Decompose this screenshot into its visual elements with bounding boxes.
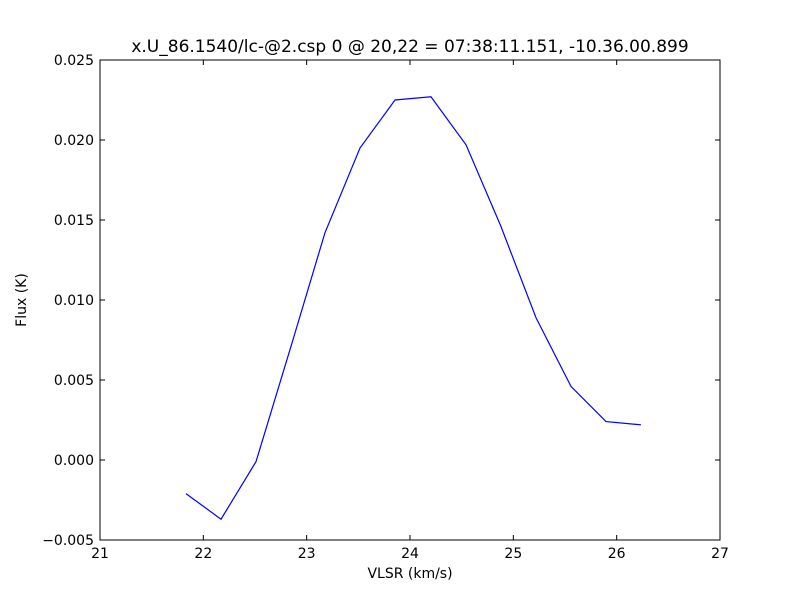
x-tick-label: 21 xyxy=(91,546,109,562)
y-tick-label: 0.005 xyxy=(54,373,94,389)
x-tick-label: 24 xyxy=(401,546,419,562)
y-tick-label: 0.020 xyxy=(54,133,94,149)
chart-title: x.U_86.1540/lc-@2.csp 0 @ 20,22 = 07:38:… xyxy=(131,37,688,57)
y-tick-label: 0.000 xyxy=(54,453,94,469)
y-tick-label: 0.025 xyxy=(54,53,94,69)
y-tick-label: 0.015 xyxy=(54,213,94,229)
data-line xyxy=(185,96,642,521)
y-tick-label: −0.005 xyxy=(42,533,94,549)
plot-frame xyxy=(99,59,721,541)
x-tick-label: 23 xyxy=(298,546,316,562)
y-axis-label: Flux (K) xyxy=(14,273,30,327)
x-tick-label: 26 xyxy=(608,546,626,562)
x-tick-label: 22 xyxy=(194,546,212,562)
x-axis-label: VLSR (km/s) xyxy=(367,566,452,582)
y-tick-label: 0.010 xyxy=(54,293,94,309)
x-tick-label: 25 xyxy=(504,546,522,562)
x-tick-label: 27 xyxy=(711,546,729,562)
